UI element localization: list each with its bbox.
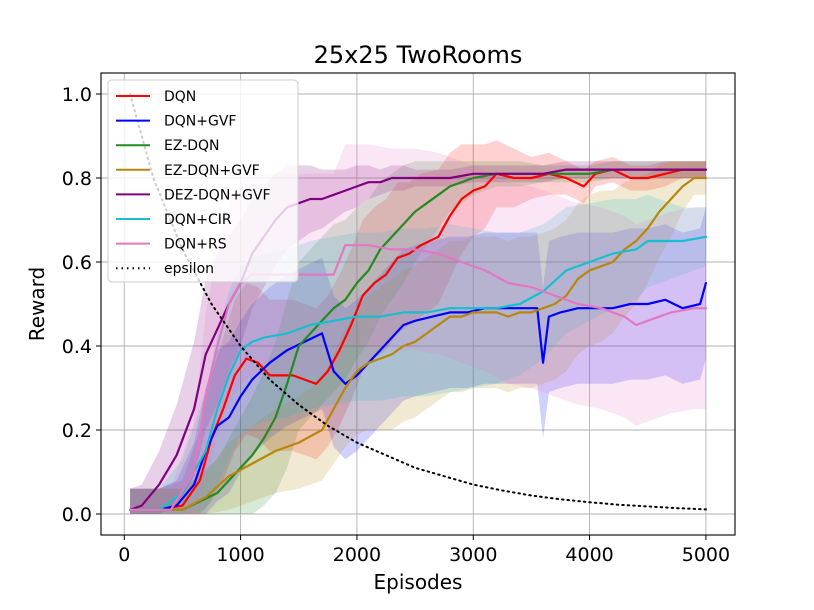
legend-label-epsilon: epsilon — [164, 261, 214, 277]
dqn-gvf-band — [130, 207, 706, 514]
dqn-rs-line — [128, 244, 708, 511]
y-axis-ticks: 0.0 0.2 0.4 0.6 0.8 1.0 — [62, 84, 101, 526]
ez-dqn-band — [130, 161, 706, 514]
y-tick-label: 0.4 — [62, 336, 92, 358]
dqn-line — [128, 168, 708, 511]
x-tick-label: 3000 — [449, 544, 497, 566]
legend-label-dqn-gvf: DQN+GVF — [164, 114, 236, 130]
y-tick-label: 0.2 — [62, 420, 92, 442]
series-lines — [128, 93, 708, 511]
ez-dqn-gvf-band — [130, 161, 706, 514]
legend-label-dqn-rs: DQN+RS — [164, 237, 227, 253]
dqn-cir-line — [128, 235, 708, 511]
x-axis-ticks: 0 1000 2000 3000 4000 5000 — [118, 535, 730, 566]
legend-label-dez-dqn-gvf: DEZ-DQN+GVF — [164, 187, 271, 203]
y-axis-label: Reward — [25, 267, 49, 341]
y-tick-label: 1.0 — [62, 84, 92, 106]
legend-label-dqn-cir: DQN+CIR — [164, 212, 232, 228]
x-tick-label: 5000 — [682, 544, 730, 566]
epsilon-line — [129, 93, 707, 511]
y-tick-label: 0.0 — [62, 504, 92, 526]
legend: DQN DQN+GVF EZ-DQN EZ-DQN+GVF DEZ-DQN+GVF DQN… — [107, 79, 299, 283]
x-tick-label: 1000 — [216, 544, 264, 566]
y-tick-label: 0.8 — [62, 168, 92, 190]
ez-dqn-gvf-line — [128, 176, 708, 511]
legend-label-dqn: DQN — [164, 89, 196, 105]
y-tick-label: 0.6 — [62, 252, 92, 274]
legend-label-ez-dqn-gvf: EZ-DQN+GVF — [164, 163, 260, 179]
legend-box — [107, 79, 299, 283]
chart-title: 25x25 TwoRooms — [314, 41, 523, 69]
plot-frame — [100, 72, 736, 536]
x-tick-label: 4000 — [565, 544, 613, 566]
legend-label-ez-dqn: EZ-DQN — [164, 138, 220, 154]
x-tick-label: 2000 — [333, 544, 381, 566]
ez-dqn-line — [128, 168, 708, 511]
dez-dqn-gvf-line — [128, 168, 708, 511]
x-axis-label: Episodes — [374, 570, 463, 594]
x-tick-label: 0 — [118, 544, 130, 566]
